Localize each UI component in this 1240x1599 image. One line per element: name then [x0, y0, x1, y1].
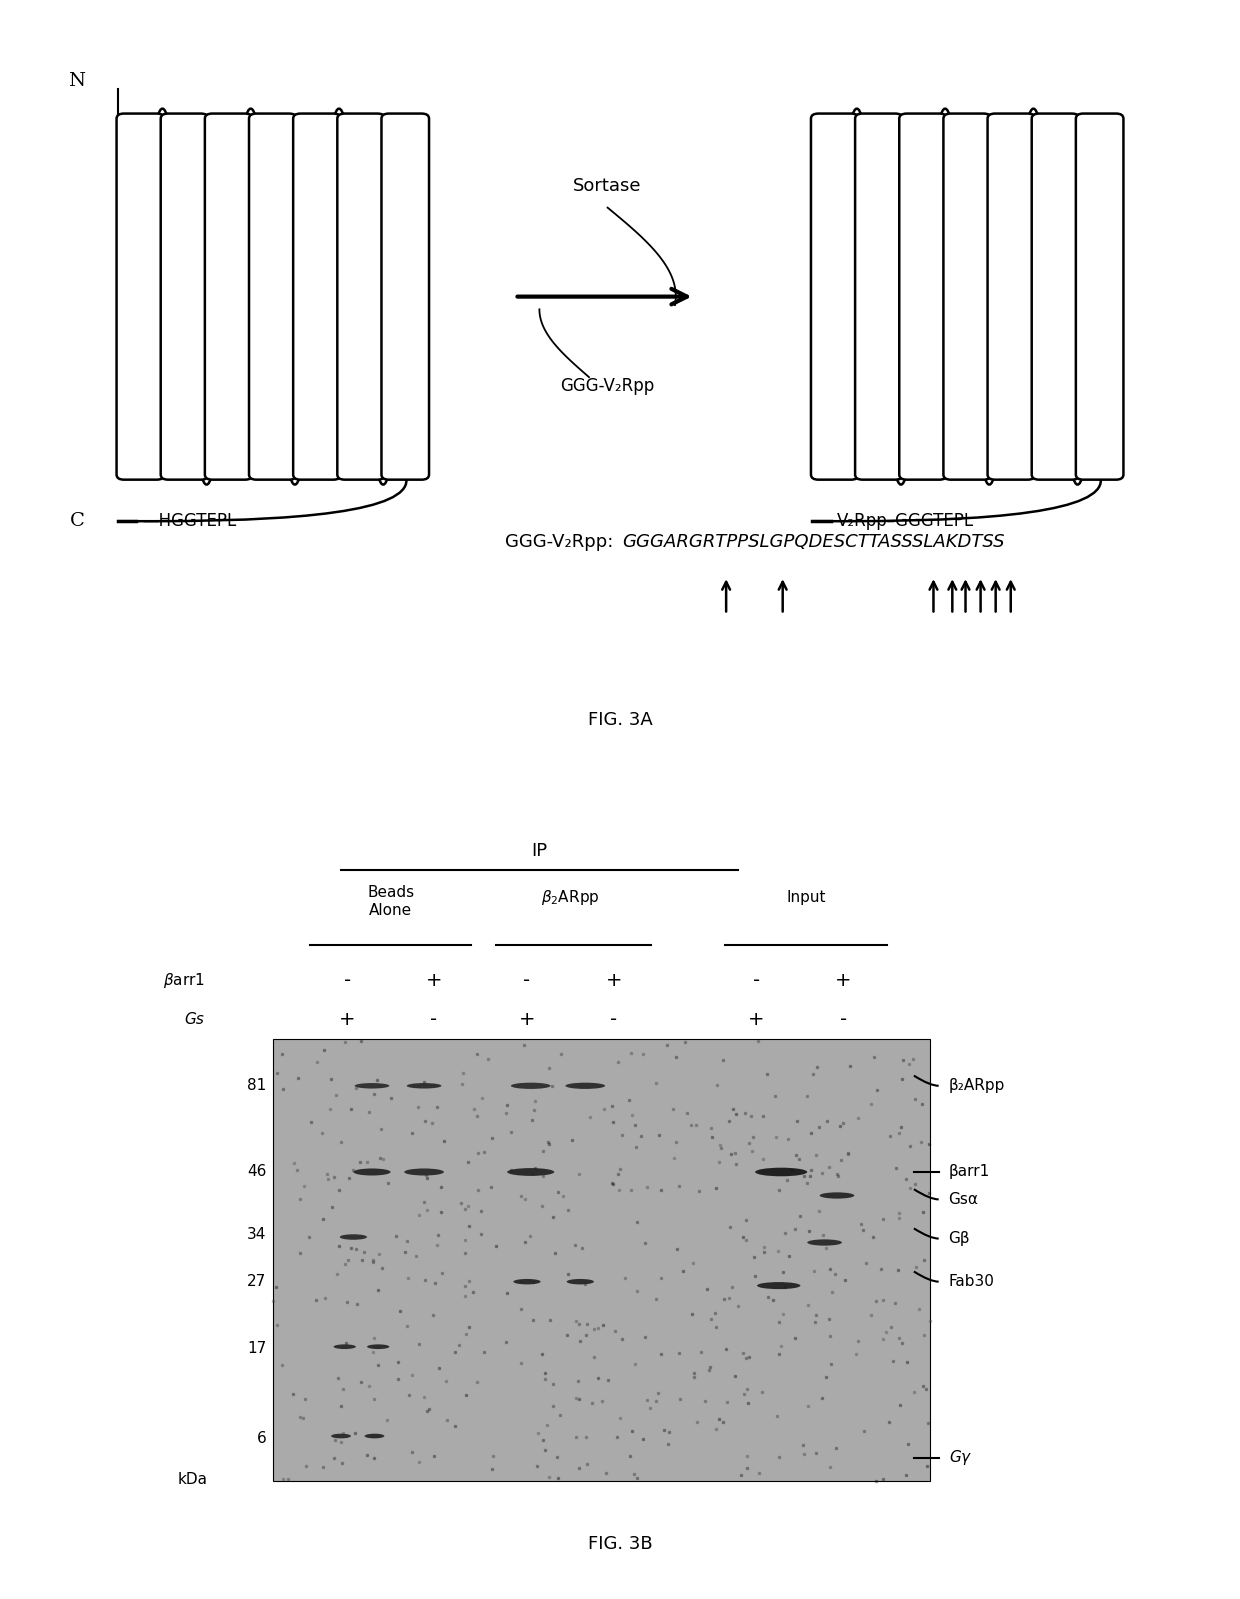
FancyBboxPatch shape: [856, 114, 903, 480]
FancyBboxPatch shape: [944, 114, 991, 480]
Text: GGG-V₂Rpp:: GGG-V₂Rpp:: [506, 534, 614, 552]
Text: Beads
Alone: Beads Alone: [367, 886, 414, 918]
Text: kDa: kDa: [177, 1473, 207, 1487]
Ellipse shape: [565, 1083, 605, 1089]
Text: FIG. 3A: FIG. 3A: [588, 712, 652, 729]
Ellipse shape: [807, 1239, 842, 1246]
Ellipse shape: [820, 1193, 854, 1199]
Text: FIG. 3B: FIG. 3B: [588, 1535, 652, 1553]
Text: -: -: [753, 971, 760, 990]
Text: Gsα: Gsα: [949, 1191, 978, 1207]
Text: GGGARGRTPPSLGPQDESCTTASSSLAKDTSS: GGGARGRTPPSLGPQDESCTTASSSLAKDTSS: [622, 534, 1004, 552]
Text: β₂ARpp: β₂ARpp: [949, 1078, 1004, 1094]
Ellipse shape: [511, 1083, 551, 1089]
FancyBboxPatch shape: [293, 114, 341, 480]
Text: Input: Input: [786, 891, 826, 905]
Text: $\beta$arr1: $\beta$arr1: [162, 971, 205, 990]
Ellipse shape: [353, 1169, 391, 1175]
Ellipse shape: [513, 1279, 541, 1284]
Text: C: C: [69, 512, 84, 531]
Text: Fab30: Fab30: [949, 1274, 994, 1289]
Text: —HGGTEPL: —HGGTEPL: [143, 512, 237, 531]
Ellipse shape: [756, 1282, 801, 1289]
Text: Gβ: Gβ: [949, 1231, 970, 1246]
FancyBboxPatch shape: [987, 114, 1035, 480]
Text: +: +: [605, 971, 622, 990]
FancyBboxPatch shape: [249, 114, 296, 480]
Text: 81: 81: [247, 1078, 267, 1094]
Text: -: -: [610, 1009, 618, 1028]
Text: +: +: [748, 1009, 765, 1028]
Ellipse shape: [507, 1167, 554, 1175]
FancyBboxPatch shape: [117, 114, 164, 480]
Text: $G\gamma$: $G\gamma$: [949, 1449, 972, 1468]
FancyBboxPatch shape: [1076, 114, 1123, 480]
FancyBboxPatch shape: [205, 114, 253, 480]
Text: IP: IP: [531, 841, 548, 860]
Ellipse shape: [365, 1434, 384, 1439]
Text: 6: 6: [257, 1431, 267, 1445]
Text: -: -: [839, 1009, 847, 1028]
Text: $\beta_2$ARpp: $\beta_2$ARpp: [541, 889, 600, 907]
Text: -: -: [343, 971, 351, 990]
Bar: [273, 1039, 930, 1481]
FancyBboxPatch shape: [382, 114, 429, 480]
Text: +: +: [425, 971, 443, 990]
Text: 27: 27: [247, 1274, 267, 1289]
Ellipse shape: [340, 1234, 367, 1239]
Text: +: +: [835, 971, 852, 990]
Text: N: N: [68, 72, 86, 90]
Text: +: +: [518, 1009, 536, 1028]
Text: βarr1: βarr1: [949, 1164, 990, 1180]
FancyBboxPatch shape: [899, 114, 947, 480]
Ellipse shape: [331, 1434, 351, 1439]
Text: V₂Rpp–GGGTEPL: V₂Rpp–GGGTEPL: [837, 512, 975, 531]
Text: +: +: [339, 1009, 356, 1028]
FancyBboxPatch shape: [161, 114, 208, 480]
Ellipse shape: [755, 1167, 807, 1177]
FancyBboxPatch shape: [811, 114, 858, 480]
Ellipse shape: [407, 1083, 441, 1089]
Text: -: -: [523, 971, 531, 990]
FancyBboxPatch shape: [1032, 114, 1079, 480]
Text: 46: 46: [247, 1164, 267, 1180]
Text: Gs: Gs: [185, 1012, 205, 1027]
Text: 34: 34: [247, 1226, 267, 1242]
Ellipse shape: [404, 1169, 444, 1175]
Text: -: -: [430, 1009, 438, 1028]
Text: 17: 17: [247, 1342, 267, 1356]
Text: Sortase: Sortase: [573, 177, 642, 195]
Ellipse shape: [567, 1279, 594, 1284]
Ellipse shape: [367, 1345, 389, 1350]
Ellipse shape: [355, 1083, 389, 1089]
FancyBboxPatch shape: [337, 114, 384, 480]
Text: GGG-V₂Rpp: GGG-V₂Rpp: [560, 377, 655, 395]
Ellipse shape: [334, 1345, 356, 1350]
